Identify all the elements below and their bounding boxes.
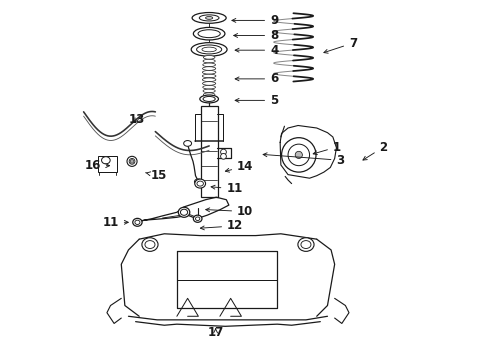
Ellipse shape bbox=[301, 240, 311, 248]
Text: 13: 13 bbox=[128, 113, 145, 126]
Ellipse shape bbox=[135, 220, 140, 225]
Ellipse shape bbox=[194, 27, 225, 40]
Ellipse shape bbox=[194, 215, 202, 222]
Ellipse shape bbox=[203, 85, 216, 89]
Ellipse shape bbox=[298, 238, 314, 251]
Ellipse shape bbox=[180, 209, 188, 215]
Ellipse shape bbox=[203, 89, 215, 93]
Circle shape bbox=[295, 151, 302, 158]
Ellipse shape bbox=[202, 74, 216, 78]
Ellipse shape bbox=[203, 96, 215, 102]
Ellipse shape bbox=[202, 47, 216, 52]
Text: 10: 10 bbox=[206, 205, 253, 218]
Text: 11: 11 bbox=[211, 183, 243, 195]
Circle shape bbox=[130, 159, 134, 163]
Ellipse shape bbox=[196, 45, 221, 54]
Text: 4: 4 bbox=[235, 44, 278, 57]
Text: 12: 12 bbox=[200, 219, 244, 233]
FancyBboxPatch shape bbox=[200, 106, 218, 197]
Ellipse shape bbox=[200, 95, 219, 103]
Text: 15: 15 bbox=[146, 169, 168, 182]
Ellipse shape bbox=[178, 207, 190, 217]
Ellipse shape bbox=[195, 179, 205, 188]
Ellipse shape bbox=[129, 158, 135, 164]
Ellipse shape bbox=[203, 59, 215, 63]
Ellipse shape bbox=[145, 240, 155, 248]
Ellipse shape bbox=[203, 55, 215, 59]
Ellipse shape bbox=[197, 181, 203, 186]
Text: 3: 3 bbox=[263, 153, 344, 167]
Text: 2: 2 bbox=[363, 140, 388, 160]
Ellipse shape bbox=[202, 67, 216, 70]
Ellipse shape bbox=[127, 156, 137, 166]
Text: 8: 8 bbox=[234, 29, 278, 42]
Text: 1: 1 bbox=[313, 140, 341, 155]
Text: 5: 5 bbox=[235, 94, 278, 107]
Ellipse shape bbox=[191, 42, 227, 56]
Ellipse shape bbox=[196, 217, 200, 221]
Circle shape bbox=[282, 138, 316, 172]
Ellipse shape bbox=[203, 63, 216, 67]
Ellipse shape bbox=[202, 82, 216, 85]
Text: 16: 16 bbox=[84, 159, 110, 172]
Ellipse shape bbox=[142, 238, 158, 251]
Text: 14: 14 bbox=[225, 160, 253, 173]
Ellipse shape bbox=[203, 93, 215, 96]
Text: 11: 11 bbox=[102, 216, 128, 229]
Circle shape bbox=[220, 153, 226, 159]
Text: 7: 7 bbox=[324, 36, 357, 53]
Text: 9: 9 bbox=[232, 14, 278, 27]
Circle shape bbox=[288, 144, 310, 166]
Ellipse shape bbox=[202, 78, 216, 81]
Text: 6: 6 bbox=[235, 72, 278, 85]
Ellipse shape bbox=[133, 219, 142, 226]
Ellipse shape bbox=[192, 13, 226, 23]
Ellipse shape bbox=[198, 30, 220, 38]
Ellipse shape bbox=[195, 179, 202, 185]
Ellipse shape bbox=[199, 15, 219, 21]
Circle shape bbox=[220, 149, 226, 155]
Text: 17: 17 bbox=[207, 326, 224, 339]
Ellipse shape bbox=[184, 140, 192, 146]
Ellipse shape bbox=[202, 71, 216, 74]
Ellipse shape bbox=[205, 17, 213, 19]
FancyBboxPatch shape bbox=[98, 156, 117, 172]
Ellipse shape bbox=[101, 157, 110, 164]
